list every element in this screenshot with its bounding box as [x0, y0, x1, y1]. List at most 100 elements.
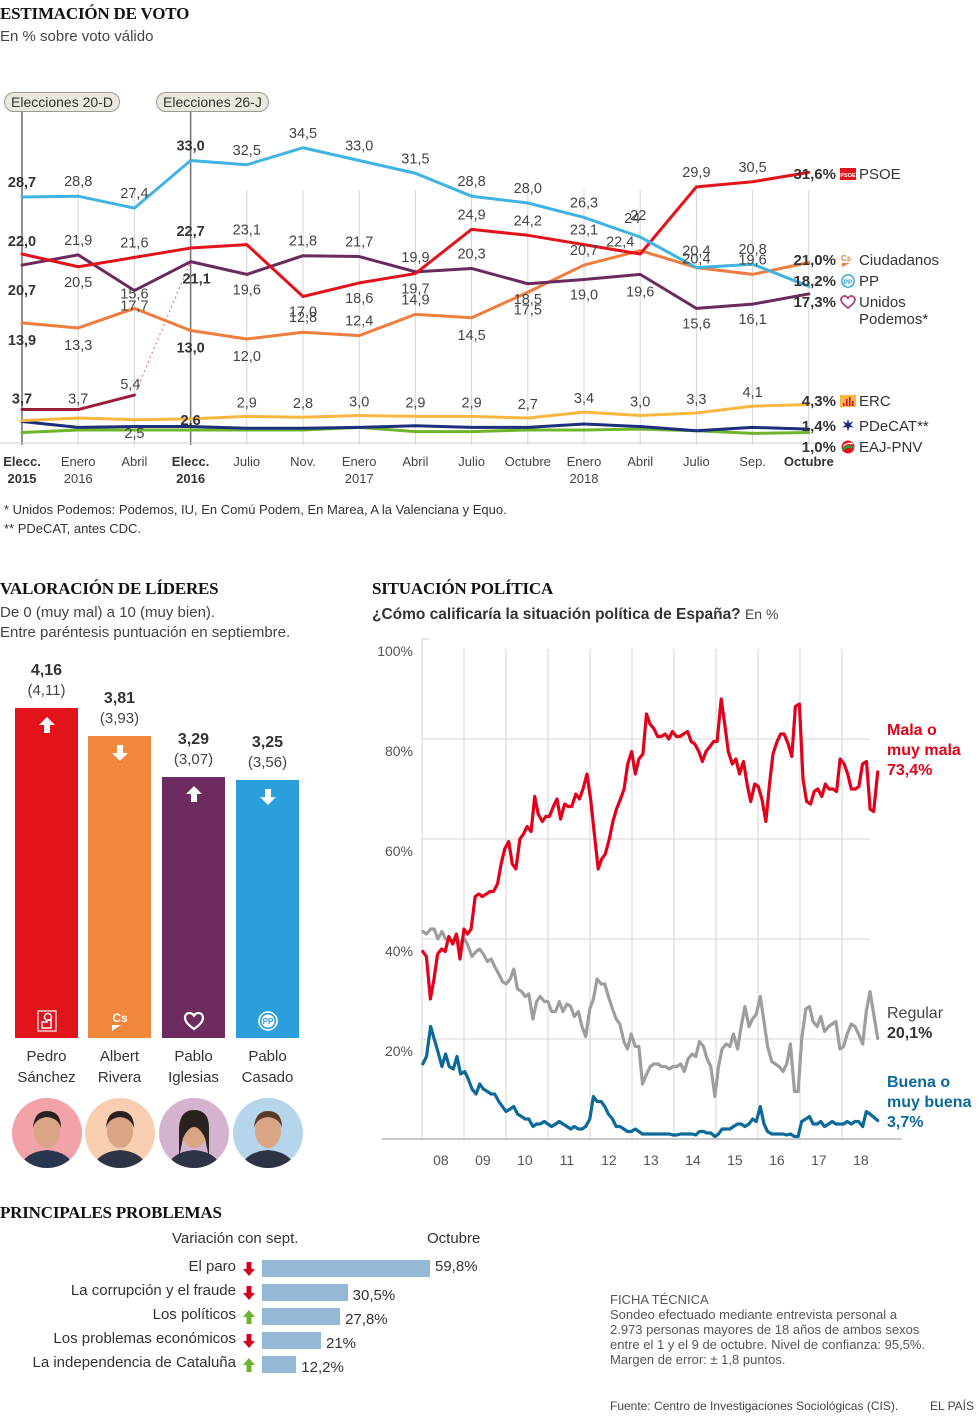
data-label: 29,9 [682, 165, 710, 181]
leader-previous-score: (4,11) [27, 682, 66, 699]
source-note: Fuente: Centro de Investigaciones Sociol… [610, 1399, 899, 1413]
x-tick-label: 12 [601, 1152, 617, 1168]
x-tick-label-year: 2017 [345, 471, 374, 486]
leader-bar [15, 708, 78, 1038]
problem-value: 21% [325, 1335, 357, 1352]
pnv-icon [841, 440, 855, 454]
leader-bar: PP [236, 780, 299, 1038]
x-tick-label: Octubre [784, 454, 834, 469]
legend-name: PSOE [859, 166, 901, 183]
vote-title: ESTIMACIÓN DE VOTO [0, 4, 190, 23]
arrow-up-icon [243, 1358, 255, 1372]
pp-text: PP [844, 279, 853, 286]
podemos-heart-logo [182, 1010, 206, 1032]
arrow-up-icon [243, 1310, 255, 1324]
data-label: 13,9 [8, 333, 36, 349]
cs-triangle [842, 263, 850, 267]
data-label: 17,5 [514, 302, 542, 318]
pp-logo: PP [256, 1010, 280, 1032]
data-label: 17,7 [120, 299, 148, 315]
avatar [12, 1098, 82, 1168]
x-tick-label: Julio [233, 454, 260, 469]
problem-bar [262, 1356, 297, 1373]
arrow-up-icon [38, 717, 55, 733]
series-line-pdecat [20, 419, 811, 433]
data-label: 24 [624, 211, 640, 227]
data-label: 23,1 [570, 223, 598, 239]
portrait-shoulders [93, 1150, 147, 1168]
legend-name: Unidos Podemos* [859, 294, 929, 328]
data-label: 19,0 [570, 288, 598, 304]
portrait-face [107, 1114, 133, 1148]
portrait-icon [93, 1111, 147, 1168]
y-tick-label: 40% [385, 943, 413, 959]
data-label: 19,6 [626, 284, 654, 300]
x-tick-label: Elecc. [3, 454, 41, 469]
problems-col-variation: Variación con sept. [172, 1230, 299, 1247]
data-label: 12,0 [233, 349, 261, 365]
x-tick-label-year: 2016 [64, 471, 93, 486]
data-label: 12,8 [289, 310, 317, 326]
heart-shape [840, 295, 856, 310]
x-tick-label: Enero [567, 454, 602, 469]
arrow-down-icon [111, 744, 128, 761]
arrow-shape [111, 744, 128, 761]
podemos-heart-icon [840, 295, 856, 310]
leaders-title: VALORACIÓN DE LÍDERES [0, 579, 219, 598]
pp-ring [841, 274, 855, 288]
data-label: 22 [630, 208, 646, 224]
avatar [85, 1098, 155, 1168]
leader-name: Pablo Iglesias [148, 1046, 239, 1088]
portrait-hair [254, 1111, 282, 1128]
psoe-box [840, 168, 856, 180]
x-tick-label: 14 [685, 1152, 701, 1168]
data-label: 30,5 [738, 160, 766, 176]
legend-pct: 21,0% [793, 252, 836, 269]
data-label: 23,1 [233, 223, 261, 239]
data-label: 31,5 [401, 151, 429, 167]
pp-text: PP [262, 1017, 273, 1026]
pnv-logo-wrap [840, 440, 856, 454]
legend-mala-line1: Mala o [887, 722, 937, 739]
pp-disk [261, 1014, 274, 1028]
series-line-mala-o-muy-mala [421, 697, 880, 1001]
legend-pct: 18,2% [793, 273, 836, 290]
data-label: 2,7 [518, 397, 538, 413]
situation-unit: En % [744, 606, 779, 622]
x-tick-label: Enero [61, 454, 96, 469]
data-label: 2,9 [405, 395, 425, 411]
arrow-down-icon [243, 1334, 255, 1348]
data-label: 27,4 [120, 186, 148, 202]
data-label: 21,7 [345, 235, 373, 251]
data-label: 2,6 [181, 413, 201, 429]
leader-score: 3,29 [177, 731, 210, 748]
erc-bar [843, 403, 845, 406]
leaders-subtitle-scale: De 0 (muy mal) a 10 (muy bien). [0, 604, 216, 621]
portrait-shoulders [20, 1150, 74, 1168]
data-label: 22,4 [606, 235, 634, 251]
data-label: 22,7 [176, 224, 204, 240]
legend-buena-line2: muy buena [887, 1094, 972, 1111]
legend-mala-line2: muy mala [887, 742, 961, 759]
arrow-shape [243, 1358, 255, 1372]
data-label: 20,5 [64, 275, 92, 291]
legend-item-eaj-pnv: 1,0% EAJ-PNV [776, 439, 923, 456]
x-tick-label: Sep. [739, 454, 766, 469]
x-tick-label: Abril [402, 454, 428, 469]
leader-first-name: Pablo [248, 1048, 287, 1065]
data-label: 19,6 [738, 252, 766, 268]
leader-first-name: Pablo [174, 1048, 213, 1065]
legend-item-ciudadanos: 21,0% Cs Ciudadanos [776, 252, 939, 269]
x-tick-label: Abril [121, 454, 147, 469]
arrow-down-icon [243, 1262, 255, 1276]
arrow-shape [243, 1286, 255, 1300]
x-tick-label: 11 [560, 1152, 575, 1168]
data-label: 28,8 [64, 174, 92, 190]
pp-icon: PP [257, 1011, 278, 1031]
portrait-hair [179, 1110, 209, 1158]
psoe-logo-wrap: PSOE [840, 167, 856, 181]
problem-bar [262, 1284, 348, 1301]
cs-icon: Cs [111, 1011, 127, 1031]
leader-score: 3,81 [103, 689, 136, 707]
pnv-band [842, 445, 854, 451]
